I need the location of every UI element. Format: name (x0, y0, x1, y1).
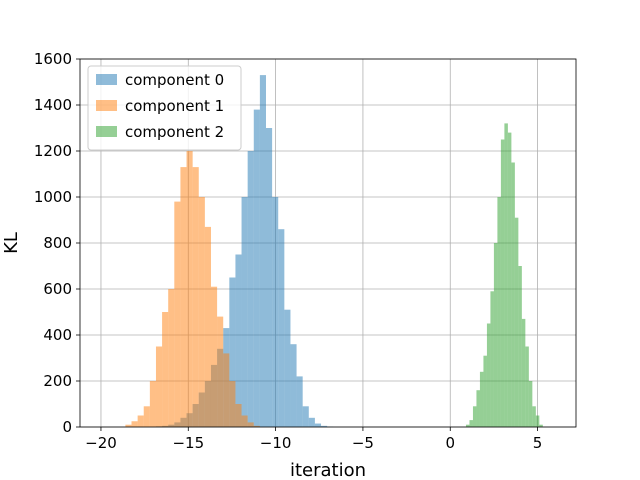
histogram-bar (168, 289, 175, 427)
y-axis-label: KL (1, 232, 22, 254)
histogram-bar (241, 197, 248, 427)
histogram-bar (198, 197, 205, 427)
histogram-bar (253, 109, 260, 427)
y-tick-label: 1600 (34, 50, 72, 68)
histogram-bar (241, 415, 248, 427)
legend-label: component 0 (125, 71, 224, 89)
legend-label: component 2 (125, 123, 224, 141)
histogram-bar (204, 226, 211, 427)
histogram-bar (490, 291, 494, 427)
histogram-bar (507, 132, 512, 427)
histogram-bar (497, 197, 501, 427)
histogram-bar (535, 415, 540, 427)
histogram-bar (149, 381, 156, 427)
histogram-bar (486, 323, 491, 427)
legend: component 0 component 1 component 2 (87, 65, 242, 151)
histogram-bar (514, 217, 519, 427)
histogram-bar (479, 371, 484, 427)
histogram-bar (314, 423, 322, 427)
histogram-bar (321, 425, 328, 427)
histogram-bar (504, 123, 508, 428)
y-tick-label: 1400 (34, 96, 72, 114)
y-tick-label: 800 (43, 234, 72, 252)
histogram-bar (284, 309, 291, 427)
histogram-bar (483, 355, 487, 427)
histogram-bar (259, 75, 266, 427)
y-tick-label: 400 (43, 326, 72, 344)
histogram-bar (125, 424, 132, 427)
histogram-bar (217, 316, 224, 427)
x-tick-label: −20 (85, 434, 117, 452)
histogram-bar (493, 243, 498, 427)
histogram-bar (511, 162, 515, 427)
series-2-bars (465, 123, 543, 428)
histogram-bar (192, 167, 199, 427)
histogram-bar (266, 128, 273, 427)
histogram-bar (155, 346, 163, 427)
histogram-bar (253, 425, 260, 427)
histogram-bar (247, 422, 254, 427)
legend-swatch (96, 126, 117, 137)
histogram-bar (272, 197, 279, 427)
histogram-bar (235, 404, 242, 427)
histogram-bar (469, 420, 473, 427)
histogram-bar (525, 346, 529, 427)
histogram-bar (278, 229, 285, 427)
histogram-bar (229, 381, 236, 427)
histogram-bar (528, 381, 533, 427)
histogram-bar (465, 424, 470, 427)
histogram-bar (521, 318, 526, 427)
series-1-bars (125, 151, 260, 427)
x-axis-ticks: −20 −15 −10 −5 0 5 (85, 427, 542, 452)
x-tick-label: −10 (260, 434, 292, 452)
histogram-bars (125, 75, 543, 428)
x-tick-label: 0 (445, 434, 455, 452)
legend-swatch (96, 74, 117, 85)
y-tick-label: 1200 (34, 142, 72, 160)
histogram-bar (223, 353, 230, 427)
histogram-bar (518, 266, 522, 427)
histogram-bar (532, 406, 536, 427)
y-tick-label: 0 (62, 418, 72, 436)
histogram-bar (229, 277, 236, 427)
histogram-bar (290, 344, 297, 427)
x-axis-label: iteration (290, 460, 366, 480)
histogram-bar (235, 254, 242, 427)
histogram-bar (296, 376, 303, 427)
histogram-bar (143, 406, 150, 427)
grid-lines (80, 58, 576, 428)
histogram-bar (137, 415, 144, 427)
histogram-bar (180, 167, 187, 427)
histogram-bar (500, 139, 505, 427)
histogram-bar (131, 421, 138, 427)
histogram-bar (247, 151, 254, 427)
x-tick-label: 5 (533, 434, 543, 452)
legend-label: component 1 (125, 97, 224, 115)
y-tick-label: 600 (43, 280, 72, 298)
y-tick-label: 1000 (34, 188, 72, 206)
histogram-bar (186, 151, 193, 427)
histogram-bar (302, 406, 309, 427)
x-tick-label: −15 (172, 434, 204, 452)
legend-swatch (96, 100, 117, 111)
histogram-bar (210, 286, 218, 427)
histogram-bar (539, 424, 543, 427)
y-tick-label: 200 (43, 372, 72, 390)
histogram-bar (472, 406, 477, 427)
histogram-bar (174, 201, 181, 427)
histogram-bar (162, 312, 169, 427)
histogram-bar (308, 417, 315, 427)
y-axis-ticks: 0 200 400 600 800 1000 1200 1400 1600 (34, 50, 80, 436)
histogram-bar (476, 390, 480, 427)
x-tick-label: −5 (352, 434, 374, 452)
legend-box (87, 65, 242, 151)
